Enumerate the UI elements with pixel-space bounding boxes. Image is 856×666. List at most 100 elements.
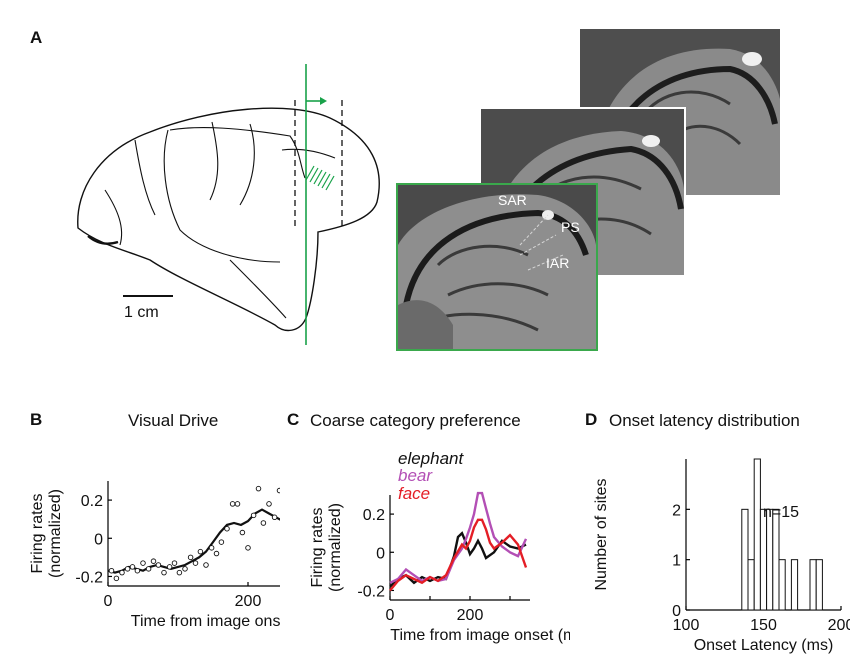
series-line-face	[389, 518, 528, 592]
sulcus	[87, 235, 119, 245]
y-axis-label: Firing rates	[29, 493, 46, 573]
data-point	[276, 487, 280, 494]
y-axis-label: (normalized)	[327, 503, 344, 592]
y-tick-label: -0.2	[75, 569, 103, 586]
data-point	[176, 569, 183, 576]
y-tick-label: 0	[376, 545, 385, 562]
data-point	[113, 575, 120, 582]
panel-b-title: Visual Drive	[128, 411, 219, 430]
chart-onset-latency: 0 1 2 100 150 200 Onset Latency (ms) Number of …	[593, 458, 850, 654]
brain-diagram	[77, 64, 380, 345]
data-point	[250, 512, 257, 519]
sulcus	[163, 129, 281, 263]
data-point	[171, 560, 178, 566]
data-point	[229, 501, 236, 507]
x-tick-label: 100	[673, 617, 700, 634]
sulcus	[209, 121, 219, 201]
histogram-bar	[741, 508, 749, 611]
data-point	[234, 501, 241, 507]
y-tick-label: 0.2	[363, 507, 385, 524]
data-point	[239, 529, 246, 536]
histogram-bar	[809, 559, 817, 611]
y-tick-label: 0.2	[81, 493, 103, 510]
y-axis-label: Number of sites	[593, 478, 610, 590]
series-line-bear	[389, 491, 528, 584]
histogram-bar	[772, 508, 780, 611]
sulcus	[239, 123, 255, 206]
data-point	[150, 558, 157, 564]
brain-outline	[77, 107, 380, 332]
x-tick-label: 200	[828, 617, 850, 634]
data-point	[192, 560, 199, 566]
panel-d-letter: D	[585, 410, 598, 429]
data-point	[208, 545, 215, 551]
histogram-bar	[766, 508, 774, 611]
data-point	[203, 562, 209, 568]
sulcus	[104, 189, 123, 246]
x-tick-label: 0	[386, 607, 395, 624]
data-point	[166, 564, 173, 570]
histogram-bar	[790, 559, 799, 611]
data-point	[197, 548, 204, 555]
scale-bar-label: 1 cm	[124, 304, 159, 321]
y-tick-label: 1	[672, 553, 681, 570]
sulcus	[169, 127, 306, 179]
panel-b-letter: B	[30, 410, 43, 429]
data-point	[266, 501, 272, 507]
panel-d-title: Onset latency distribution	[609, 411, 800, 430]
data-point	[271, 514, 278, 521]
data-point	[182, 566, 188, 572]
y-axis-label: (normalized)	[47, 489, 64, 578]
data-point	[255, 485, 262, 492]
panel-c-letter: C	[287, 410, 300, 429]
data-point	[245, 545, 251, 551]
legend-elephant: elephant	[398, 449, 464, 468]
mri-slice-front: SAR PS IAR	[396, 183, 598, 351]
data-point	[187, 554, 194, 561]
x-axis-label: Onset Latency (ms)	[694, 637, 834, 654]
data-point	[119, 569, 125, 576]
recording-region	[305, 165, 335, 191]
data-point	[129, 564, 136, 570]
panel-c-title: Coarse category preference	[310, 411, 521, 430]
data-point	[224, 525, 230, 532]
x-axis-label: Time from image onset (ms)	[131, 613, 280, 630]
sulcus	[229, 259, 287, 319]
data-point	[140, 560, 146, 566]
sulcus	[281, 148, 336, 159]
histogram-bar	[759, 508, 768, 611]
y-tick-label: -0.2	[357, 583, 385, 600]
n-annotation: n=15	[763, 504, 799, 521]
y-tick-label: 0	[672, 603, 681, 620]
mri-label-iar: IAR	[546, 255, 570, 271]
panel-a-letter: A	[30, 28, 43, 47]
histogram-bar	[778, 559, 786, 611]
x-tick-label: 200	[235, 593, 262, 610]
mri-label-sar: SAR	[498, 192, 527, 208]
legend-bear: bear	[398, 466, 433, 485]
x-axis-label: Time from image onset (ms)	[390, 627, 570, 644]
x-tick-label: 200	[457, 607, 484, 624]
sulcus	[134, 139, 156, 216]
data-point	[134, 567, 141, 574]
legend-face: face	[398, 484, 431, 503]
data-point	[145, 566, 152, 572]
data-point	[108, 567, 115, 574]
data-point	[124, 566, 131, 572]
direction-arrow-head	[320, 97, 327, 105]
data-point	[260, 520, 267, 526]
histogram-bar	[753, 458, 761, 611]
data-point	[155, 562, 162, 568]
y-axis-label: Firing rates	[309, 507, 326, 587]
histogram-bar	[815, 559, 823, 611]
histogram-bar	[747, 559, 755, 611]
y-tick-label: 0	[94, 531, 103, 548]
y-tick-label: 2	[672, 502, 681, 519]
x-tick-label: 150	[750, 617, 777, 634]
data-point	[213, 550, 220, 557]
x-tick-label: 0	[104, 593, 113, 610]
mri-label-ps: PS	[561, 219, 580, 235]
data-point	[218, 539, 225, 545]
